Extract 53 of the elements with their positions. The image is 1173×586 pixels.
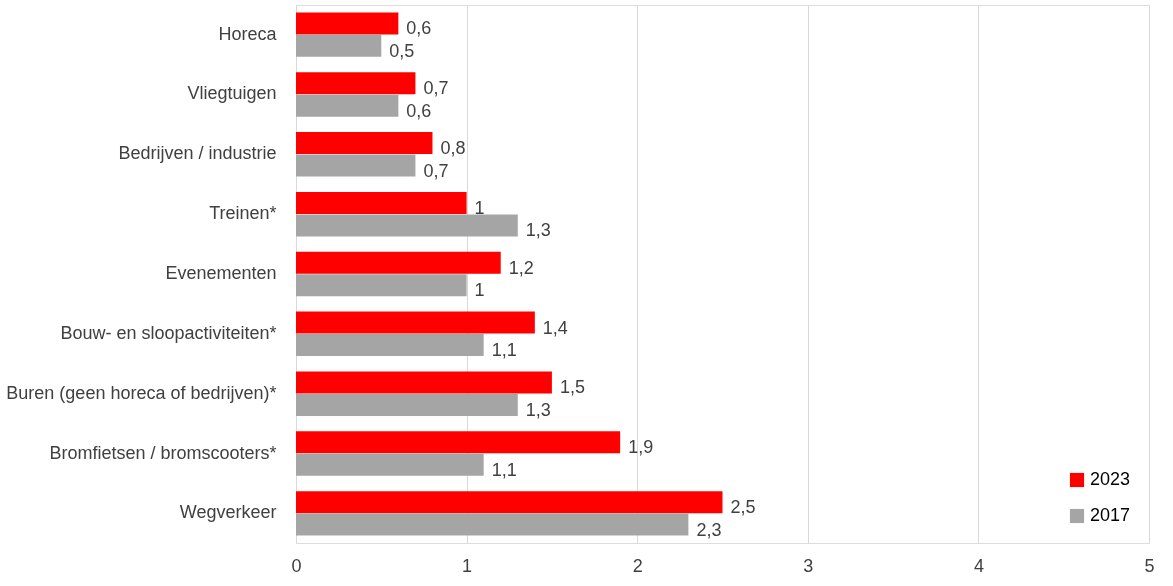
y-tick-label: Vliegtuigen: [187, 83, 277, 104]
bar: [296, 12, 399, 35]
data-label: 1,5: [559, 377, 585, 398]
bar: [296, 72, 416, 95]
y-tick-label: Bromfietsen / bromscooters*: [49, 442, 277, 463]
data-label: 0,7: [423, 160, 449, 181]
bar: [296, 191, 467, 214]
bar: [296, 491, 723, 514]
x-tick-label: 0: [291, 555, 302, 576]
y-tick-label: Buren (geen horeca of bedrijven)*: [6, 382, 277, 403]
bar: [296, 34, 382, 57]
data-label: 0,6: [406, 18, 432, 39]
x-tick-label: 5: [1144, 555, 1155, 576]
y-tick-label: Treinen*: [209, 203, 277, 224]
data-label: 1: [474, 280, 485, 301]
x-tick-label: 3: [803, 555, 814, 576]
data-label: 0,5: [389, 40, 415, 61]
bar: [296, 393, 518, 416]
data-label: 1,2: [508, 257, 534, 278]
bar: [296, 513, 689, 536]
y-tick-label: Horeca: [218, 23, 278, 44]
x-tick-label: 1: [462, 555, 473, 576]
bar: [296, 214, 518, 237]
bar: [296, 274, 467, 297]
bar: [296, 431, 621, 454]
y-tick-label: Evenementen: [165, 263, 277, 283]
data-label: 1,3: [525, 399, 551, 420]
data-label: 1,1: [491, 340, 517, 361]
bar: [296, 154, 416, 177]
legend-label: 2023: [1090, 469, 1131, 489]
data-label: 1,4: [542, 317, 568, 338]
data-label: 0,8: [440, 138, 466, 159]
bar: [296, 251, 501, 274]
data-label: 1,1: [491, 459, 517, 480]
y-tick-label: Wegverkeer: [179, 502, 277, 523]
data-label: 1: [474, 197, 485, 218]
y-tick-label: Bedrijven / industrie: [118, 143, 277, 164]
x-tick-label: 4: [973, 555, 984, 576]
bar: [296, 94, 399, 117]
bar: [296, 334, 484, 357]
data-label: 0,6: [406, 100, 432, 121]
data-label: 0,7: [423, 78, 449, 99]
bar: [296, 311, 535, 334]
data-label: 2,3: [696, 519, 722, 540]
data-label: 1,3: [525, 220, 551, 241]
bar: [296, 132, 433, 155]
data-label: 2,5: [730, 497, 756, 518]
legend-label: 2017: [1090, 505, 1131, 525]
x-tick-label: 2: [632, 555, 643, 576]
y-tick-label: Bouw- en sloopactiviteiten*: [60, 322, 277, 343]
data-label: 1,9: [628, 437, 654, 458]
bar: [296, 453, 484, 476]
bar: [296, 371, 552, 394]
